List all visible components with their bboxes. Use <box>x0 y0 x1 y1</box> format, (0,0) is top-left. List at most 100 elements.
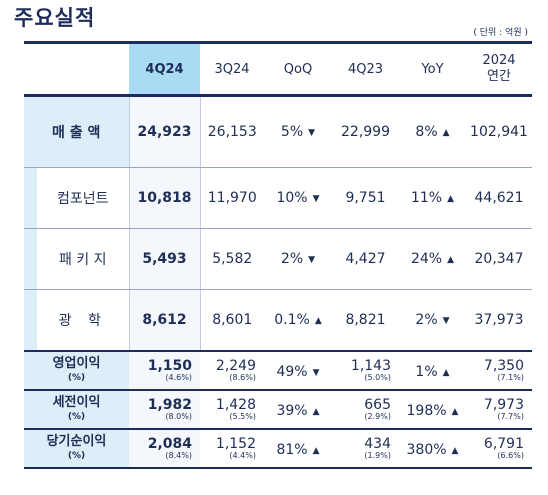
header-annual-label: 연간 <box>487 69 511 84</box>
cell-prev-q: 1,428 (5.5%) <box>200 390 264 430</box>
qoq-value: 39% <box>276 403 308 419</box>
header-annual: 2024 연간 <box>466 44 532 97</box>
value: 665 <box>364 396 391 413</box>
table-row: 영업이익 (%) 1,150 (4.6%) 2,249 (8.6%) 49% ▼ 1,… <box>24 350 532 391</box>
cell-prev-y: 4,427 <box>332 228 399 290</box>
arrow-up-icon: ▲ <box>442 128 450 138</box>
qoq-value: 49% <box>276 364 308 380</box>
value: 2,249 <box>215 357 256 374</box>
arrow-down-icon: ▼ <box>308 255 316 265</box>
row-label-sales: 매 출 액 <box>24 95 129 168</box>
row-label-text: 세전이익 <box>52 394 101 410</box>
margin: (4.4%) <box>229 450 256 460</box>
cell-annual: 102,941 <box>466 95 532 168</box>
row-label-text: 광 학 <box>58 313 107 329</box>
header-4q23: 4Q23 <box>332 44 399 97</box>
arrow-up-icon: ▲ <box>447 255 455 265</box>
value: 7,973 <box>483 396 524 413</box>
cell-qoq: 2% ▼ <box>264 228 332 290</box>
margin: (6.6%) <box>497 450 524 460</box>
cell-qoq: 39% ▲ <box>264 390 332 430</box>
arrow-down-icon: ▼ <box>312 368 320 378</box>
row-label-text: 컴포넌트 <box>56 191 109 207</box>
table-row: 세전이익 (%) 1,982 (8.0%) 1,428 (5.5%) 39% ▲ 66… <box>24 390 532 430</box>
top-rule <box>24 41 532 44</box>
cell-prev-y: 665 (2.9%) <box>332 390 399 430</box>
header-annual-year: 2024 <box>482 53 516 68</box>
cell-prev-q: 8,601 <box>200 289 264 352</box>
arrow-up-icon: ▲ <box>314 316 322 326</box>
row-label-text: 영업이익 <box>52 355 101 371</box>
yoy-value: 198% <box>406 403 447 419</box>
cell-cur: 10,818 <box>128 167 201 229</box>
arrow-down-icon: ▼ <box>312 194 320 204</box>
cell-yoy: 24% ▲ <box>399 228 466 290</box>
margin: (8.6%) <box>229 372 256 382</box>
cell-prev-y: 434 (1.9%) <box>332 429 399 469</box>
qoq-value: 5% <box>280 124 304 140</box>
header-row: 4Q24 3Q24 QoQ 4Q23 YoY 2024 연간 <box>24 44 532 97</box>
cell-yoy: 1% ▲ <box>399 350 466 391</box>
cell-qoq: 0.1% ▲ <box>264 289 332 352</box>
value: 7,350 <box>483 357 524 374</box>
cell-prev-q: 26,153 <box>200 95 264 168</box>
cell-prev-q: 1,152 (4.4%) <box>200 429 264 469</box>
cell-qoq: 5% ▼ <box>264 95 332 168</box>
table-row: 매 출 액 24,923 26,153 5% ▼ 22,999 8% ▲ 102,9… <box>24 95 532 168</box>
table-row: 광 학 8,612 8,601 0.1% ▲ 8,821 2% ▼ 37,973 <box>24 289 532 352</box>
value: 1,152 <box>215 435 256 452</box>
cell-yoy: 2% ▼ <box>399 289 466 352</box>
cell-yoy: 198% ▲ <box>399 390 466 430</box>
margin: (8.0%) <box>165 411 192 421</box>
cell-annual: 20,347 <box>466 228 532 290</box>
value: 1,982 <box>147 396 192 413</box>
arrow-up-icon: ▲ <box>312 407 320 417</box>
row-label-op-profit: 영업이익 (%) <box>24 350 129 391</box>
cell-cur: 1,982 (8.0%) <box>129 390 200 430</box>
cell-annual: 7,973 (7.7%) <box>466 390 532 430</box>
cell-yoy: 8% ▲ <box>399 95 466 168</box>
unit-note: ( 단위 : 억원 ) <box>473 28 528 38</box>
yoy-value: 2% <box>415 312 438 328</box>
margin: (5.0%) <box>364 372 391 382</box>
cell-yoy: 11% ▲ <box>399 167 466 229</box>
cell-annual: 7,350 (7.1%) <box>466 350 532 391</box>
row-label-pct: (%) <box>67 372 86 383</box>
cell-prev-y: 9,751 <box>332 167 399 229</box>
cell-cur: 24,923 <box>128 95 201 168</box>
value: 1,428 <box>215 396 256 413</box>
margin: (8.4%) <box>165 450 192 460</box>
cell-yoy: 380% ▲ <box>399 429 466 469</box>
cell-qoq: 49% ▼ <box>264 350 332 391</box>
cell-prev-y: 1,143 (5.0%) <box>332 350 399 391</box>
arrow-down-icon: ▼ <box>308 128 316 138</box>
arrow-up-icon: ▲ <box>312 446 320 456</box>
row-label-package: 패 키 지 <box>24 228 129 290</box>
cell-prev-q: 5,582 <box>200 228 264 290</box>
qoq-value: 2% <box>280 251 304 267</box>
cell-cur: 2,084 (8.4%) <box>129 429 200 469</box>
qoq-value: 81% <box>276 442 308 458</box>
header-yoy: YoY <box>399 44 466 97</box>
table-row: 컴포넌트 10,818 11,970 10% ▼ 9,751 11% ▲ 44,62… <box>24 167 532 229</box>
arrow-up-icon: ▲ <box>447 194 455 204</box>
margin: (4.6%) <box>165 372 192 382</box>
yoy-value: 24% <box>410 251 443 267</box>
margin: (1.9%) <box>364 450 391 460</box>
cell-prev-q: 2,249 (8.6%) <box>200 350 264 391</box>
value: 2,084 <box>147 435 192 452</box>
row-label-net: 당기순이익 (%) <box>24 429 129 469</box>
arrow-down-icon: ▼ <box>442 316 450 326</box>
table-row: 패 키 지 5,493 5,582 2% ▼ 4,427 24% ▲ 20,347 <box>24 228 532 290</box>
header-blank <box>24 44 129 97</box>
value: 1,150 <box>147 357 192 374</box>
cell-cur: 1,150 (4.6%) <box>129 350 200 391</box>
row-label-text: 패 키 지 <box>58 252 107 268</box>
row-label-text: 당기순이익 <box>46 433 107 449</box>
cell-prev-y: 8,821 <box>332 289 399 352</box>
header-qoq: QoQ <box>264 44 332 97</box>
table-row: 당기순이익 (%) 2,084 (8.4%) 1,152 (4.4%) 81% ▲ 4… <box>24 429 532 469</box>
value: 6,791 <box>483 435 524 452</box>
cell-prev-q: 11,970 <box>200 167 264 229</box>
cell-annual: 44,621 <box>466 167 532 229</box>
